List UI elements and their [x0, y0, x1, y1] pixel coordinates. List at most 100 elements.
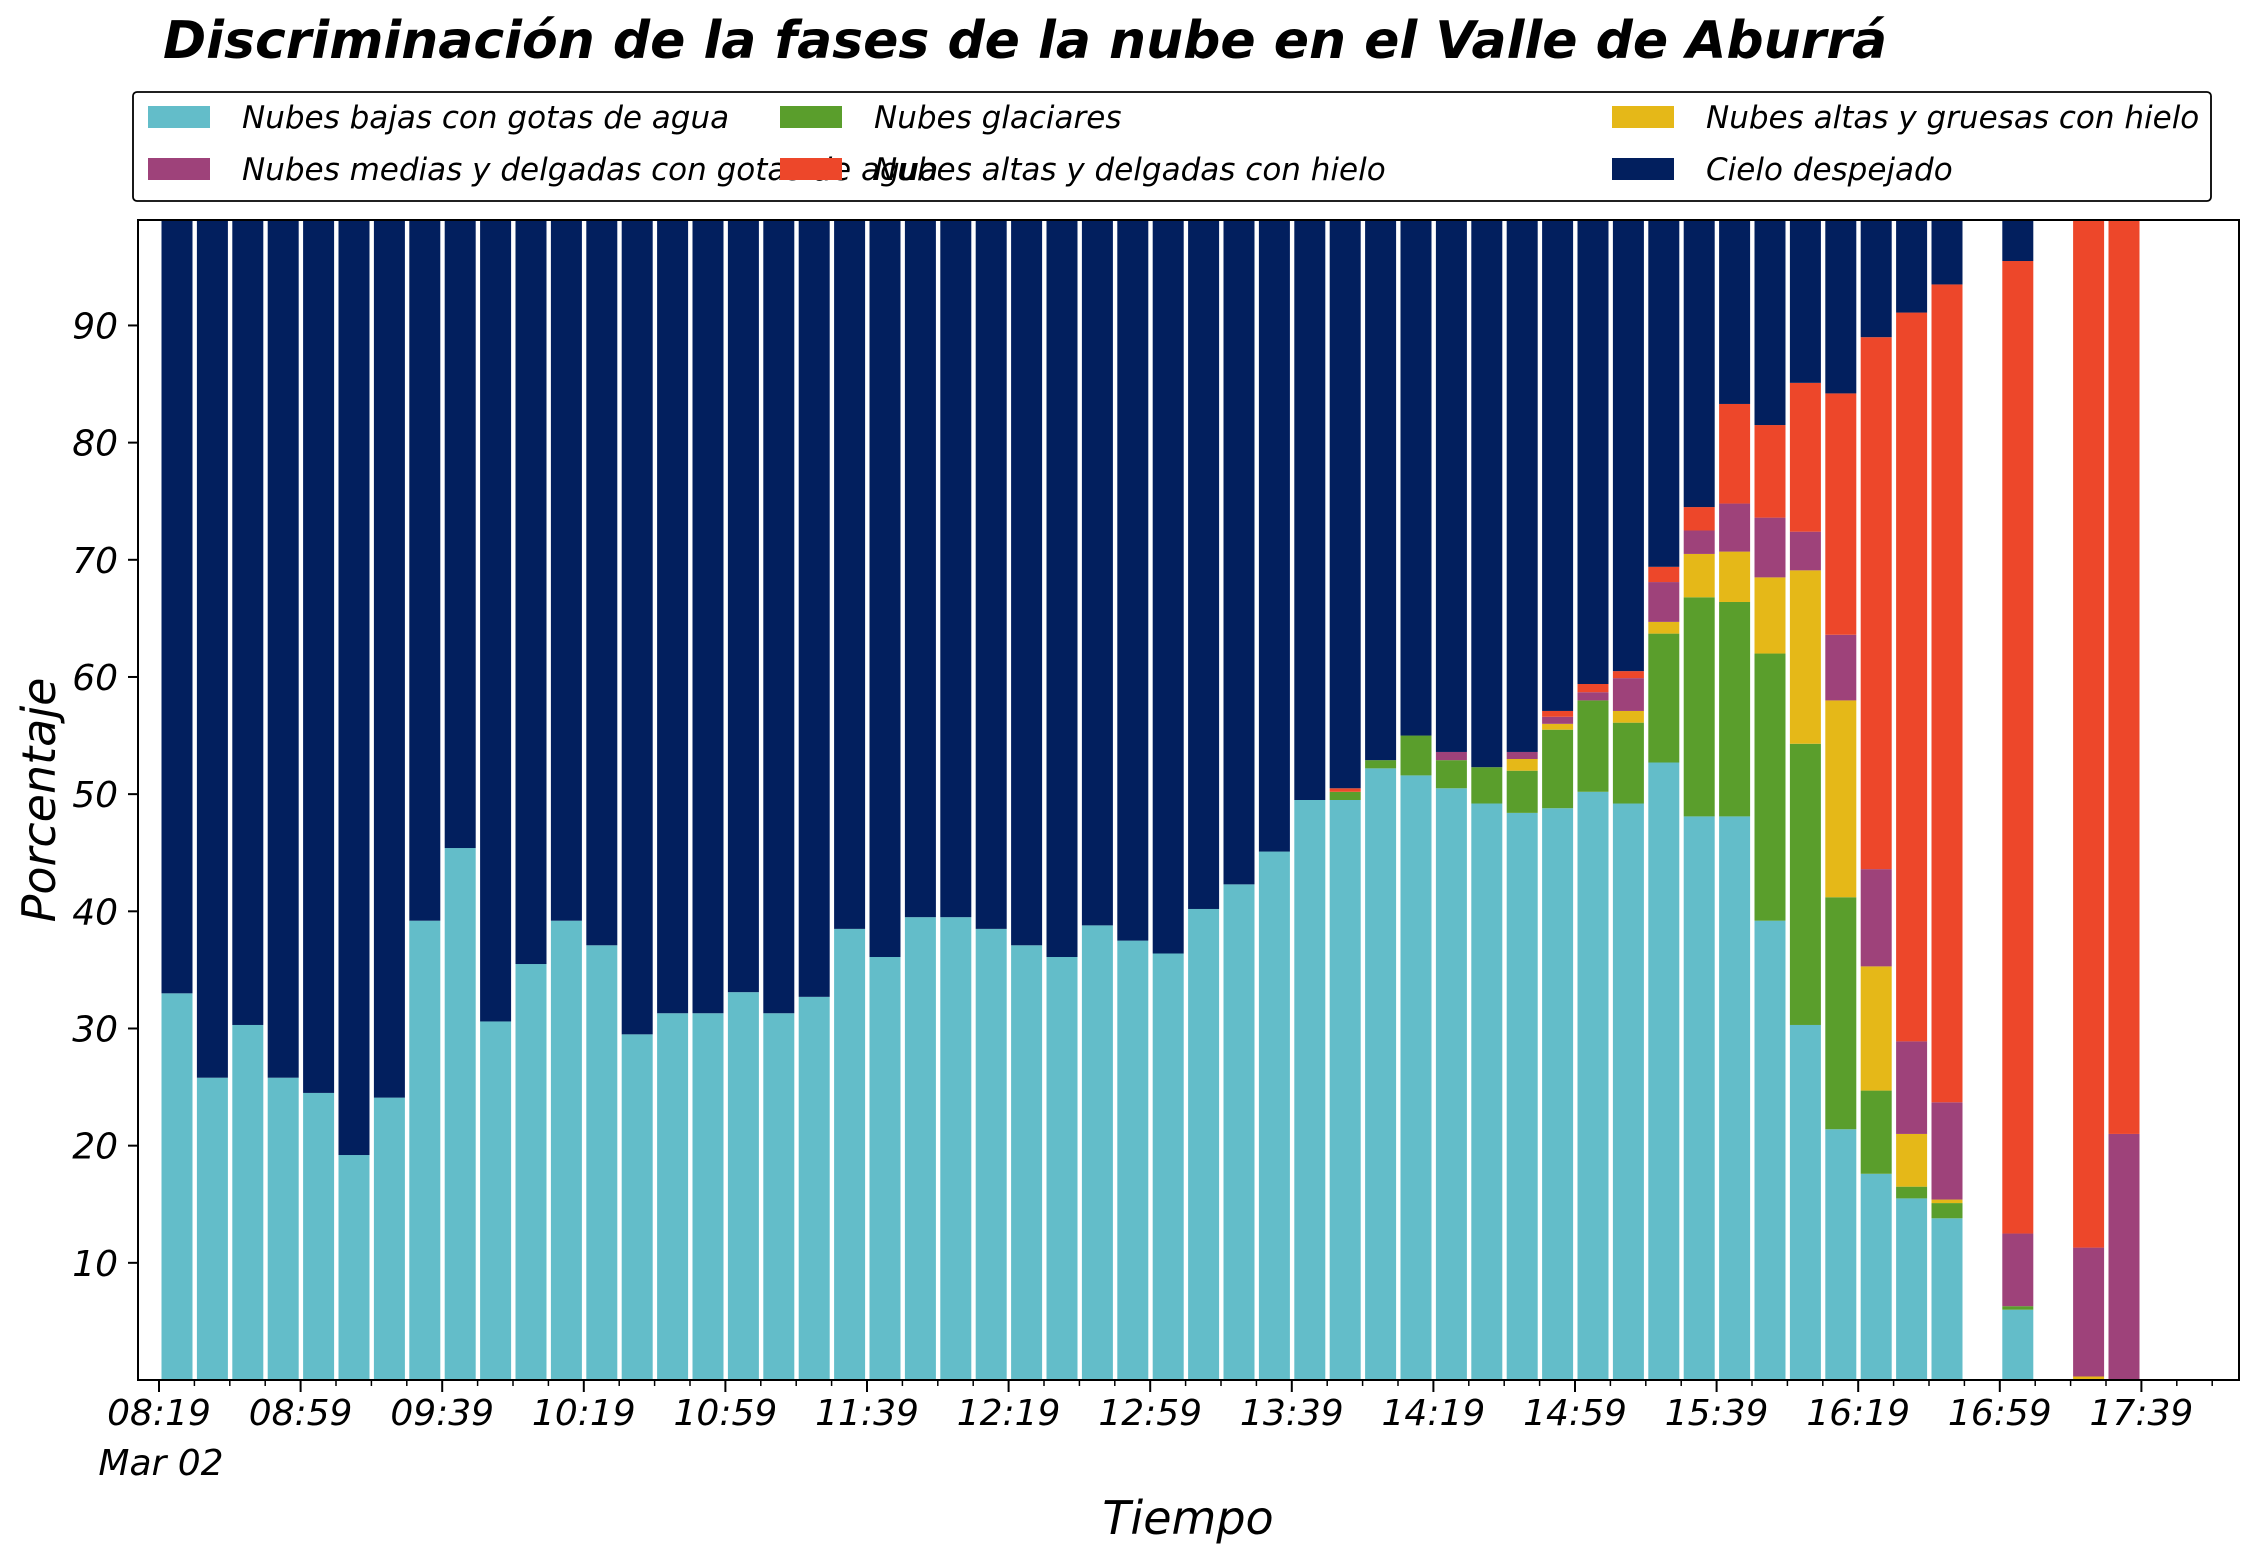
bar-segment	[1506, 770, 1538, 813]
x-axis-label: Tiempo	[1102, 1491, 1273, 1545]
legend-swatch	[1612, 106, 1674, 128]
bar-segment	[763, 1013, 795, 1380]
bar-segment	[196, 220, 228, 1078]
bar-segment	[1719, 503, 1751, 552]
bar-segment	[904, 917, 936, 1380]
bar-segment	[1896, 220, 1928, 313]
bar-segment	[1719, 220, 1751, 404]
legend-swatch	[1612, 158, 1674, 180]
bar-segment	[2002, 1233, 2034, 1307]
bar-segment	[1825, 700, 1857, 898]
bar-segment	[1648, 566, 1680, 583]
bar-segment	[834, 928, 866, 1380]
bar-segment	[444, 220, 476, 849]
bar-segment	[1612, 710, 1644, 723]
bar-segment	[2108, 220, 2140, 1134]
x-tick-label: 13:39	[1240, 1393, 1344, 1434]
bar-segment	[1825, 634, 1857, 701]
x-axis: 08:19 08:59 09:39 10:19 10:59 11:39 12:19 12:59…	[98, 1380, 2213, 1484]
y-tick-label: 10	[72, 1244, 118, 1285]
bar-segment	[1896, 1133, 1928, 1187]
bar-segment	[1542, 808, 1574, 1380]
bar-segment	[621, 1034, 653, 1380]
bar-segment	[1612, 671, 1644, 679]
legend-frame	[132, 91, 2212, 202]
bar-segment	[1860, 1173, 1892, 1380]
bar-segment	[798, 996, 830, 1380]
bar-segment	[940, 220, 972, 918]
bar-segment	[1754, 220, 1786, 426]
x-tick-label: 14:19	[1382, 1393, 1486, 1434]
bar-segment	[1577, 220, 1609, 684]
bar-segment	[1825, 220, 1857, 394]
bar-segment	[763, 220, 795, 1014]
legend-label: Nubes glaciares	[874, 100, 1122, 136]
bar-segment	[1011, 945, 1043, 1380]
bar-segment	[1754, 577, 1786, 654]
bar-segment	[1860, 966, 1892, 1091]
bar-segment	[444, 848, 476, 1380]
bar-segment	[1542, 220, 1574, 711]
bar-segment	[2073, 1247, 2105, 1377]
legend: Nubes bajas con gotas de agua Nubes glaci…	[132, 91, 2212, 202]
bar-segment	[1258, 220, 1290, 852]
legend-label: Nubes bajas con gotas de agua	[242, 100, 729, 136]
bar-segment	[303, 220, 335, 1093]
bar-segment	[1789, 1024, 1821, 1380]
bar-segment	[1931, 1102, 1963, 1200]
bar-segment	[480, 1021, 512, 1380]
bar-segment	[1329, 220, 1361, 789]
x-tick-sublabel: Mar 02	[98, 1443, 223, 1484]
x-tick-label: 12:19	[957, 1393, 1061, 1434]
bar-segment	[1577, 692, 1609, 701]
bar-segment	[1719, 601, 1751, 817]
bar-segment	[975, 928, 1007, 1380]
bars	[161, 220, 2140, 1380]
bar-segment	[1931, 1203, 1963, 1219]
bar-segment	[1400, 220, 1432, 736]
x-tick-label: 10:59	[674, 1393, 778, 1434]
bar-segment	[232, 1024, 264, 1380]
bar-segment	[2002, 220, 2034, 262]
bar-segment	[798, 220, 830, 997]
legend-swatch	[780, 158, 842, 180]
bar-segment	[338, 1155, 370, 1380]
bar-segment	[975, 220, 1007, 929]
bar-segment	[1329, 800, 1361, 1380]
bar-segment	[869, 220, 901, 958]
bar-segment	[1719, 816, 1751, 1380]
legend-label: Nubes altas y delgadas con hielo	[874, 152, 1386, 188]
bar-segment	[1400, 735, 1432, 776]
y-axis-label: Porcentaje	[12, 678, 66, 923]
legend-label: Cielo despejado	[1706, 152, 1953, 188]
bar-segment	[869, 957, 901, 1380]
bar-segment	[1471, 803, 1503, 1380]
bar-segment	[1117, 220, 1149, 941]
bar-segment	[267, 1077, 299, 1380]
bar-segment	[727, 220, 759, 993]
bar-segment	[1365, 220, 1397, 761]
bar-segment	[1648, 621, 1680, 634]
bar-segment	[834, 220, 866, 929]
legend-item: Cielo despejado	[1612, 152, 1953, 188]
bar-segment	[1577, 684, 1609, 693]
bar-segment	[1506, 220, 1538, 752]
bar-segment	[1117, 940, 1149, 1380]
bar-segment	[1896, 1198, 1928, 1380]
bar-segment	[1258, 851, 1290, 1380]
bar-segment	[1188, 908, 1220, 1380]
x-tick-label: 16:59	[1948, 1393, 2052, 1434]
bar-segment	[1471, 220, 1503, 768]
bar-segment	[1471, 767, 1503, 804]
bar-segment	[1754, 517, 1786, 578]
x-tick-label: 09:39	[390, 1393, 494, 1434]
bar-segment	[480, 220, 512, 1022]
y-tick-label: 40	[72, 892, 118, 933]
y-axis: 10 20 30 40 50 60 70 80 90	[72, 306, 138, 1285]
bar-segment	[1789, 220, 1821, 383]
bar-segment	[1011, 220, 1043, 946]
bar-segment	[1754, 920, 1786, 1380]
bar-segment	[1825, 897, 1857, 1130]
y-tick-label: 70	[72, 541, 118, 582]
bar-segment	[1577, 791, 1609, 1380]
